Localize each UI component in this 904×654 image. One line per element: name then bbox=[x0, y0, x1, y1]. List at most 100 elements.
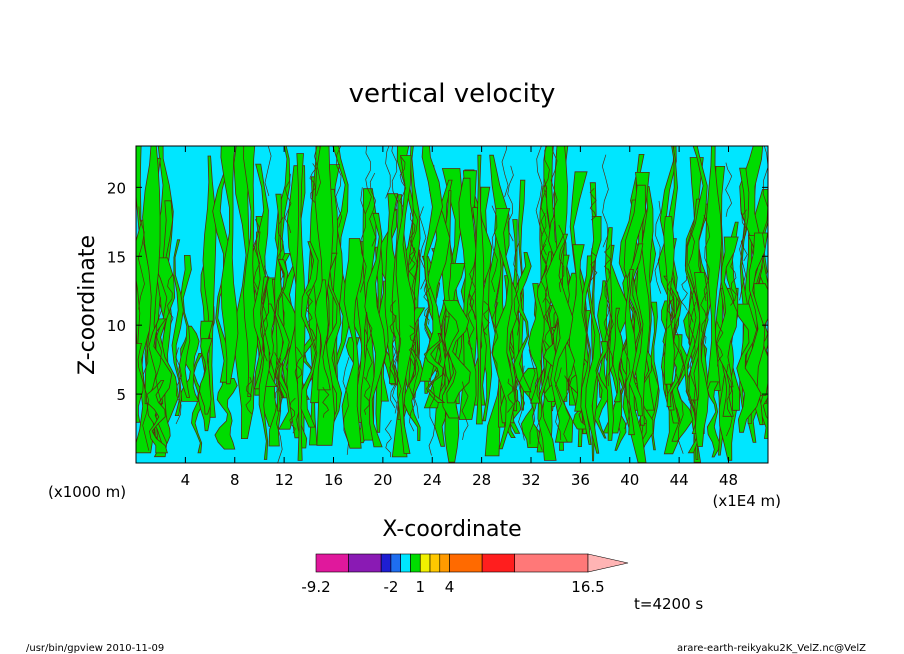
contour-line bbox=[491, 301, 499, 373]
contour-line bbox=[253, 218, 261, 291]
contour-line bbox=[730, 261, 737, 306]
contour-line bbox=[359, 187, 367, 293]
contour-line bbox=[412, 319, 420, 419]
contour-line bbox=[264, 146, 272, 197]
updraft-region bbox=[364, 212, 387, 448]
plot-area bbox=[135, 145, 769, 464]
updraft-region bbox=[214, 377, 238, 450]
colorbar-segment bbox=[400, 553, 411, 573]
contour-line bbox=[543, 298, 551, 348]
contour-line bbox=[314, 146, 321, 196]
x-axis-label: X-coordinate bbox=[382, 517, 521, 542]
contour-line bbox=[624, 338, 631, 430]
y-tick-label: 5 bbox=[116, 386, 126, 404]
colorbar-segment bbox=[380, 553, 392, 573]
colorbar-segment bbox=[514, 553, 589, 573]
contour-line bbox=[322, 386, 330, 418]
updraft-region bbox=[274, 259, 290, 398]
contour-line bbox=[261, 265, 269, 362]
colorbar-label: -9.2 bbox=[301, 578, 330, 596]
contour-line bbox=[518, 365, 525, 441]
updraft-region bbox=[294, 153, 306, 461]
updraft-region bbox=[220, 146, 239, 385]
contour-line bbox=[536, 359, 543, 451]
contour-line bbox=[369, 172, 377, 247]
y-tick-label: 20 bbox=[107, 179, 126, 197]
contour-line bbox=[540, 178, 548, 256]
contour-line bbox=[654, 200, 662, 294]
contour-line bbox=[461, 381, 469, 440]
colorbar-segment bbox=[429, 553, 441, 573]
updraft-region bbox=[580, 255, 593, 445]
contour-line bbox=[590, 248, 598, 281]
updraft-region bbox=[199, 338, 213, 415]
contour-line bbox=[419, 206, 427, 290]
x-tick-label: 32 bbox=[521, 471, 540, 489]
contour-line bbox=[399, 155, 407, 208]
x-tick-label: 20 bbox=[373, 471, 392, 489]
colorbar-label: 4 bbox=[445, 578, 455, 596]
contour-line bbox=[666, 280, 674, 329]
updraft-region bbox=[604, 227, 614, 441]
x-tick-label: 36 bbox=[571, 471, 590, 489]
contour-line bbox=[391, 350, 399, 412]
contour-line bbox=[391, 146, 398, 212]
contour-line bbox=[394, 314, 402, 414]
updraft-region bbox=[594, 341, 609, 439]
contour-line bbox=[739, 197, 747, 301]
contour-line bbox=[469, 258, 477, 320]
y-tick-label: 15 bbox=[107, 248, 126, 266]
x-tick-label: 48 bbox=[719, 471, 738, 489]
contour-line bbox=[155, 297, 163, 406]
colorbar-label: 16.5 bbox=[571, 578, 604, 596]
contour-line bbox=[428, 377, 435, 456]
contour-line bbox=[601, 154, 609, 248]
x-tick-label: 28 bbox=[472, 471, 491, 489]
colorbar-segment bbox=[315, 553, 349, 573]
velocity-field bbox=[136, 146, 768, 463]
contour-line bbox=[137, 206, 145, 310]
colorbar bbox=[315, 553, 629, 573]
contour-line bbox=[364, 146, 372, 215]
updraft-region bbox=[612, 307, 624, 403]
updraft-region bbox=[442, 299, 471, 404]
updraft-region bbox=[694, 272, 709, 447]
contour-line bbox=[309, 163, 317, 204]
contour-line bbox=[408, 247, 416, 280]
contour-line bbox=[688, 229, 696, 323]
contour-line bbox=[762, 146, 768, 248]
contour-line bbox=[700, 291, 708, 344]
contour-line bbox=[175, 347, 182, 425]
contour-line bbox=[342, 357, 350, 455]
updraft-region bbox=[314, 279, 331, 391]
x-tick-label: 24 bbox=[423, 471, 442, 489]
time-label: t=4200 s bbox=[634, 595, 703, 613]
x-axis: 4 8 12 16 20 24 28 32 36 40 44 48 bbox=[181, 146, 738, 489]
colorbar-segment bbox=[348, 553, 382, 573]
contour-line bbox=[305, 288, 313, 323]
x-tick-label: 12 bbox=[275, 471, 294, 489]
x-tick-label: 16 bbox=[324, 471, 343, 489]
contour-line bbox=[389, 300, 397, 343]
x-tick-label: 40 bbox=[620, 471, 639, 489]
contour-line bbox=[507, 165, 514, 242]
contour-line bbox=[482, 301, 490, 336]
contour-line bbox=[550, 146, 558, 210]
updraft-region bbox=[684, 198, 701, 437]
contour-line bbox=[365, 311, 373, 380]
contour-line bbox=[513, 240, 520, 336]
updraft-region bbox=[545, 233, 574, 443]
updraft-region bbox=[527, 283, 545, 404]
colorbar-segment bbox=[410, 553, 421, 573]
contour-line bbox=[563, 375, 571, 443]
colorbar-segment bbox=[481, 553, 516, 573]
contour-line bbox=[277, 216, 284, 282]
contour-line bbox=[409, 212, 416, 265]
contour-line bbox=[680, 275, 688, 311]
contour-line bbox=[296, 346, 303, 384]
updraft-region bbox=[716, 236, 739, 388]
x-unit-left: (x1000 m) bbox=[48, 483, 126, 501]
contour-line bbox=[603, 268, 611, 341]
contour-line bbox=[543, 146, 550, 198]
footer-left: /usr/bin/gpview 2010-11-09 bbox=[26, 643, 164, 654]
